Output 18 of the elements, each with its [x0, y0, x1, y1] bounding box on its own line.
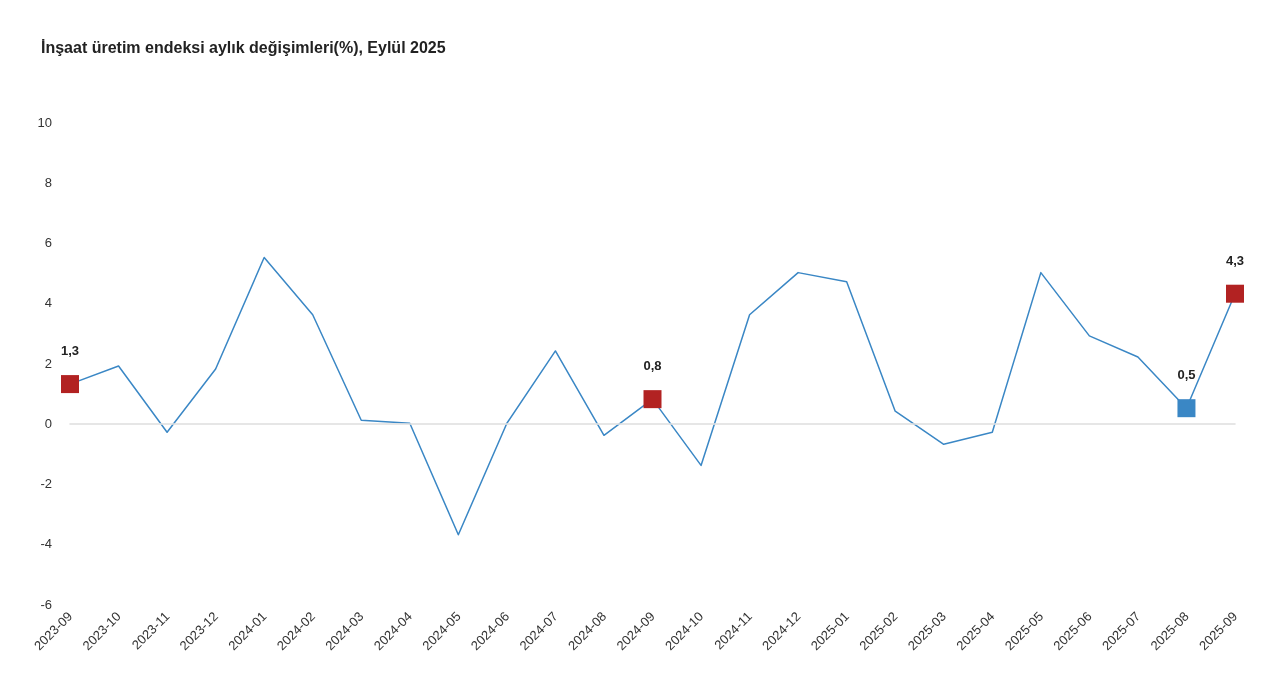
y-tick-label: 0: [44, 415, 52, 431]
y-tick-label: -4: [40, 536, 52, 552]
data-label: 4,3: [1225, 252, 1245, 268]
y-tick-label: -2: [40, 476, 52, 491]
y-tick-label: 6: [44, 235, 52, 250]
data-label: 0,5: [1177, 367, 1196, 383]
point: [61, 375, 79, 394]
point: [1177, 399, 1196, 418]
y-tick-label: 4: [44, 295, 52, 311]
point: [643, 390, 662, 409]
point: [1226, 284, 1244, 303]
data-label: 0,8: [643, 358, 662, 374]
y-tick-label: -6: [40, 596, 52, 612]
y-tick-label: 10: [37, 114, 52, 130]
chart-title: İnşaat üretim endeksi aylık değişimleri(%), Eylül 2025: [41, 38, 446, 56]
data-label: 1,3: [60, 343, 80, 359]
y-tick-label: 8: [44, 174, 52, 190]
y-tick-label: 2: [44, 355, 52, 371]
